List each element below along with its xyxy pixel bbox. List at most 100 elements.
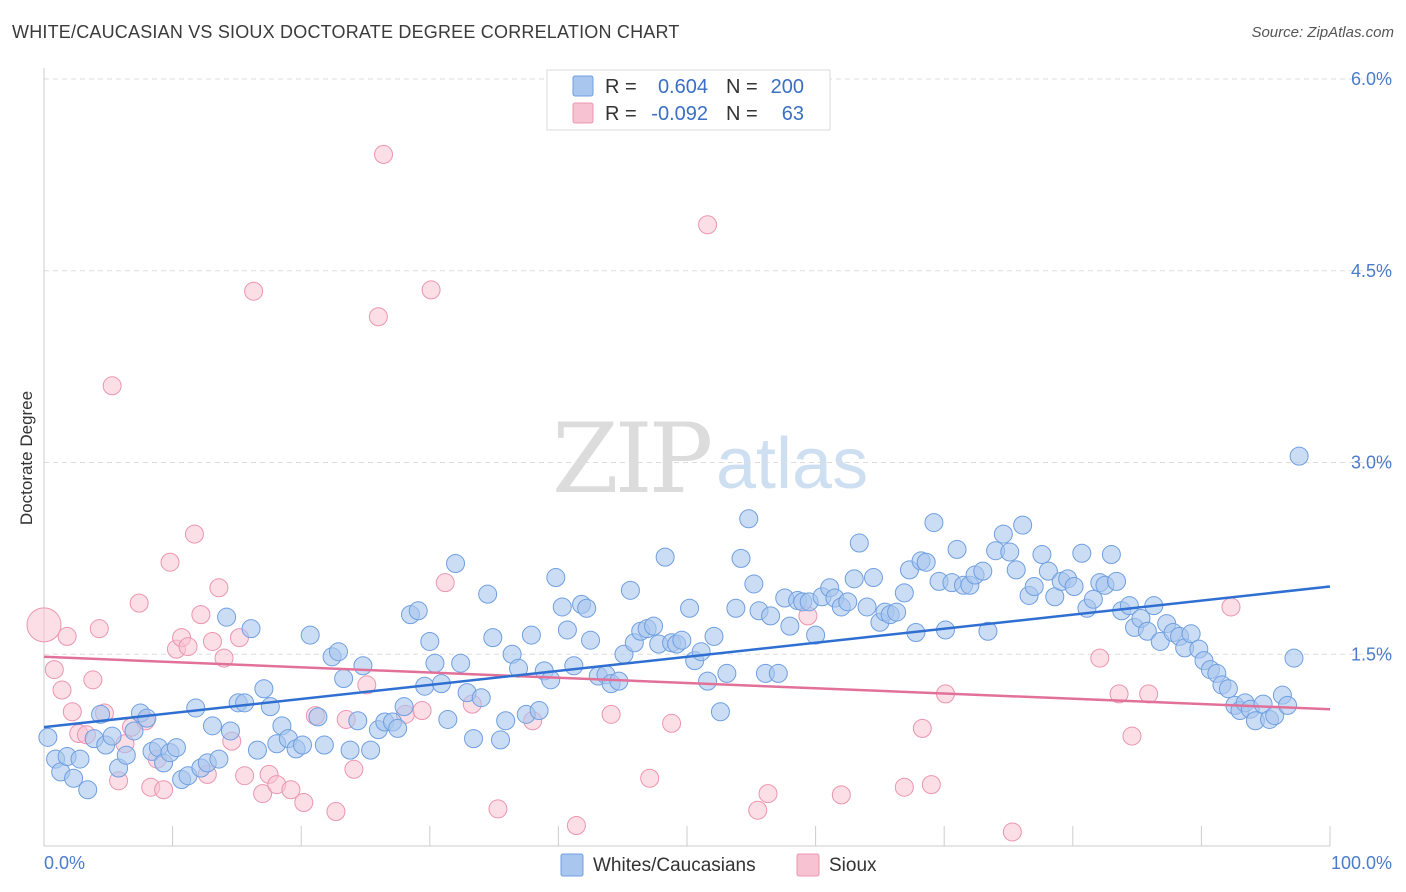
sioux-point <box>921 775 941 795</box>
white-point <box>863 568 883 588</box>
sioux-point <box>253 784 273 804</box>
white-point <box>529 700 549 720</box>
y-tick-label: 3.0% <box>1351 453 1392 473</box>
bottom-legend-label-white: Whites/Caucasians <box>593 855 756 876</box>
chart-title: WHITE/CAUCASIAN VS SIOUX DOCTORATE DEGRE… <box>12 22 680 42</box>
sioux-point <box>102 376 122 396</box>
white-point <box>186 698 206 718</box>
white-point <box>361 740 381 760</box>
white-point <box>353 656 373 676</box>
legend-n-label-white: N = <box>726 76 758 98</box>
white-point <box>1064 576 1084 596</box>
white-point <box>849 533 869 553</box>
white-point <box>254 679 274 699</box>
white-point <box>644 616 664 636</box>
white-point <box>478 584 498 604</box>
sioux-point <box>912 718 932 738</box>
white-point <box>241 619 261 639</box>
white-point <box>420 631 440 651</box>
sioux-point <box>26 607 62 643</box>
white-point <box>438 709 458 729</box>
white-point <box>300 625 320 645</box>
y-tick-label: 4.5% <box>1351 261 1392 281</box>
white-point <box>1000 542 1020 562</box>
x-axis-max-label: 100.0% <box>1331 853 1392 873</box>
white-point <box>1083 589 1103 609</box>
white-point <box>334 669 354 689</box>
sioux-point <box>326 801 346 821</box>
grid <box>44 78 1392 655</box>
white-point <box>552 597 572 617</box>
white-point <box>394 697 414 717</box>
white-point <box>235 693 255 713</box>
white-point <box>916 552 936 572</box>
sioux-point <box>1139 684 1159 704</box>
sioux-point <box>281 780 301 800</box>
legend: R = 0.604 N = 200 R = -0.092 N = 63 <box>546 69 831 131</box>
legend-r-value-sioux: -0.092 <box>651 103 708 125</box>
white-point <box>838 592 858 612</box>
y-axis-title: Doctorate Degree <box>17 391 36 525</box>
white-point <box>38 727 58 747</box>
sioux-point <box>758 784 778 804</box>
white-point <box>328 642 348 662</box>
white-point <box>672 630 692 650</box>
white-point <box>471 688 491 708</box>
white-point <box>220 721 240 741</box>
sioux-point <box>435 573 455 593</box>
sioux-point <box>640 768 660 788</box>
white-point <box>655 547 675 567</box>
white-point <box>292 735 312 755</box>
sioux-point <box>214 648 234 668</box>
sioux-point <box>154 780 174 800</box>
axes <box>43 68 1331 847</box>
sioux-point <box>202 631 222 651</box>
source-note: Source: ZipAtlas.com <box>1251 24 1394 41</box>
white-point <box>806 625 826 645</box>
white-point <box>166 738 186 758</box>
white-point <box>1278 695 1298 715</box>
white-point <box>1072 543 1092 563</box>
sioux-point <box>62 702 82 722</box>
white-point <box>64 768 84 788</box>
white-point <box>314 735 334 755</box>
white-point <box>91 704 111 724</box>
sioux-point <box>368 307 388 327</box>
sioux-point <box>344 759 364 779</box>
sioux-point <box>294 793 314 813</box>
y-axis-labels: 1.5% 3.0% 4.5% 6.0% <box>1351 69 1392 664</box>
white-point <box>496 711 516 731</box>
white-point <box>425 653 445 673</box>
white-point <box>557 620 577 640</box>
white-point <box>947 539 967 559</box>
white-point <box>680 598 700 618</box>
white-point <box>780 616 800 636</box>
white-point <box>102 726 122 746</box>
y-tick-label: 1.5% <box>1351 644 1392 664</box>
white-point <box>124 721 144 741</box>
sioux-point <box>44 660 64 680</box>
white-point <box>1218 679 1238 699</box>
white-point <box>1101 545 1121 565</box>
sioux-point <box>83 670 103 690</box>
white-point <box>1032 545 1052 565</box>
legend-n-value-sioux: 63 <box>782 103 804 125</box>
sioux-point <box>1090 648 1110 668</box>
sioux-point <box>412 700 432 720</box>
white-point <box>116 745 136 765</box>
trend-lines <box>43 585 1331 729</box>
sioux-point <box>57 626 77 646</box>
sioux-point <box>244 281 264 301</box>
white-point <box>710 702 730 722</box>
white-point <box>894 583 914 603</box>
white-point <box>581 630 601 650</box>
white-point <box>717 663 737 683</box>
white-point <box>1181 624 1201 644</box>
white-point <box>521 625 541 645</box>
white-point <box>451 653 471 673</box>
sioux-point <box>601 704 621 724</box>
white-point <box>464 729 484 749</box>
white-point <box>483 628 503 648</box>
legend-r-label-sioux: R = <box>605 103 637 125</box>
sioux-point <box>894 777 914 797</box>
